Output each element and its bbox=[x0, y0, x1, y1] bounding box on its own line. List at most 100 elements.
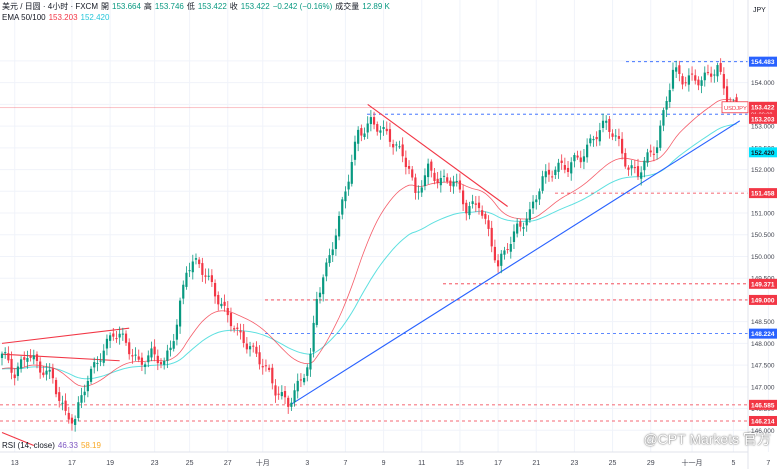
candle-body bbox=[627, 167, 630, 170]
level-tag-label: 149.371 bbox=[751, 281, 775, 288]
y-tick-label: 148.500 bbox=[751, 319, 775, 326]
candle-body bbox=[566, 167, 570, 172]
level-tag bbox=[749, 328, 777, 339]
candle-body bbox=[74, 419, 77, 425]
level-tag-label: 151.458 bbox=[751, 191, 775, 198]
candle-body bbox=[458, 180, 462, 190]
candle-body bbox=[640, 172, 643, 179]
candle-body bbox=[503, 250, 506, 255]
candle-body bbox=[54, 379, 58, 395]
trendline bbox=[291, 120, 741, 405]
candle-body bbox=[283, 391, 287, 398]
candle-body bbox=[213, 282, 217, 297]
y-tick-label: 148.000 bbox=[751, 341, 775, 348]
candle-body bbox=[490, 227, 493, 247]
ema100-value: 152.420 bbox=[80, 13, 110, 22]
candle-body bbox=[608, 118, 611, 132]
candle-body bbox=[512, 231, 516, 242]
symbol-tag bbox=[721, 101, 749, 114]
candle-body bbox=[287, 397, 290, 407]
candle-body bbox=[452, 181, 455, 187]
candle-body bbox=[506, 249, 509, 251]
candle-body bbox=[172, 341, 175, 349]
candle-body bbox=[579, 157, 582, 163]
candle-body bbox=[388, 129, 392, 142]
candle-body bbox=[407, 166, 411, 169]
candle-body bbox=[605, 120, 608, 123]
trendline bbox=[1, 327, 130, 344]
y-tick-label: 152.000 bbox=[751, 167, 775, 174]
candle-body bbox=[337, 216, 341, 237]
trendline bbox=[1, 353, 120, 362]
candle-body bbox=[694, 75, 697, 81]
candle-body bbox=[659, 125, 662, 148]
candle-body bbox=[48, 369, 51, 372]
candle-body bbox=[271, 367, 274, 384]
candle-body bbox=[719, 63, 722, 72]
candle-body bbox=[573, 155, 576, 162]
candle-body bbox=[710, 73, 713, 77]
candle-body bbox=[436, 178, 439, 184]
x-tick-label: 7 bbox=[766, 460, 770, 467]
candle-body bbox=[652, 153, 655, 155]
level-tag bbox=[749, 415, 777, 426]
candle-body bbox=[528, 209, 531, 221]
close-value: 153.422 bbox=[240, 2, 270, 11]
candle-body bbox=[112, 333, 115, 337]
candle-body bbox=[468, 206, 471, 216]
candle-body bbox=[697, 79, 700, 86]
level-tag-label: 146.214 bbox=[751, 418, 775, 425]
x-tick-label: 9 bbox=[382, 460, 386, 467]
ema50-tag-label: 153.203 bbox=[751, 116, 775, 123]
candle-body bbox=[487, 220, 490, 229]
candle-body bbox=[655, 147, 659, 153]
candle-body bbox=[703, 72, 706, 81]
candle-body bbox=[0, 353, 4, 359]
x-tick-label: 19 bbox=[106, 460, 114, 467]
ema100-tag bbox=[749, 147, 777, 158]
candle-body bbox=[191, 261, 194, 273]
candle-body bbox=[226, 308, 229, 316]
candle-body bbox=[598, 130, 601, 142]
candle-body bbox=[217, 294, 220, 305]
low-value: 153.422 bbox=[197, 2, 227, 11]
y-tick-label: 150.500 bbox=[751, 232, 775, 239]
ema50-line bbox=[1, 98, 737, 387]
candle-body bbox=[83, 391, 86, 396]
candle-body bbox=[147, 355, 150, 363]
level-tag-label: 146.585 bbox=[751, 402, 775, 409]
candle-body bbox=[99, 360, 102, 362]
candle-body bbox=[700, 80, 703, 86]
high-label: 高 bbox=[143, 2, 152, 11]
candle-body bbox=[64, 400, 67, 411]
candle-body bbox=[423, 175, 427, 187]
x-tick-label: 7 bbox=[343, 460, 347, 467]
candle-body bbox=[433, 172, 436, 181]
candle-body bbox=[45, 370, 48, 375]
level-tag-label: 148.224 bbox=[751, 331, 775, 338]
candle-body bbox=[446, 177, 449, 182]
open-label: 開 bbox=[101, 2, 109, 11]
candle-body bbox=[500, 253, 503, 266]
trendline bbox=[367, 103, 508, 207]
candle-body bbox=[611, 133, 614, 137]
candle-body bbox=[277, 393, 280, 395]
candle-body bbox=[248, 346, 252, 350]
candle-body bbox=[293, 390, 296, 403]
candle-body bbox=[86, 380, 89, 392]
candle-body bbox=[624, 153, 627, 167]
candle-body bbox=[633, 167, 636, 169]
candle-body bbox=[150, 348, 153, 358]
candle-body bbox=[26, 357, 29, 362]
candle-body bbox=[131, 355, 134, 357]
candle-body bbox=[29, 356, 32, 358]
candle-body bbox=[303, 377, 306, 383]
candle-body bbox=[385, 128, 388, 132]
y-tick-label: 147.000 bbox=[751, 384, 775, 391]
candle-body bbox=[684, 82, 687, 84]
candle-body bbox=[194, 258, 198, 260]
candle-body bbox=[67, 412, 70, 420]
candle-body bbox=[299, 379, 303, 381]
